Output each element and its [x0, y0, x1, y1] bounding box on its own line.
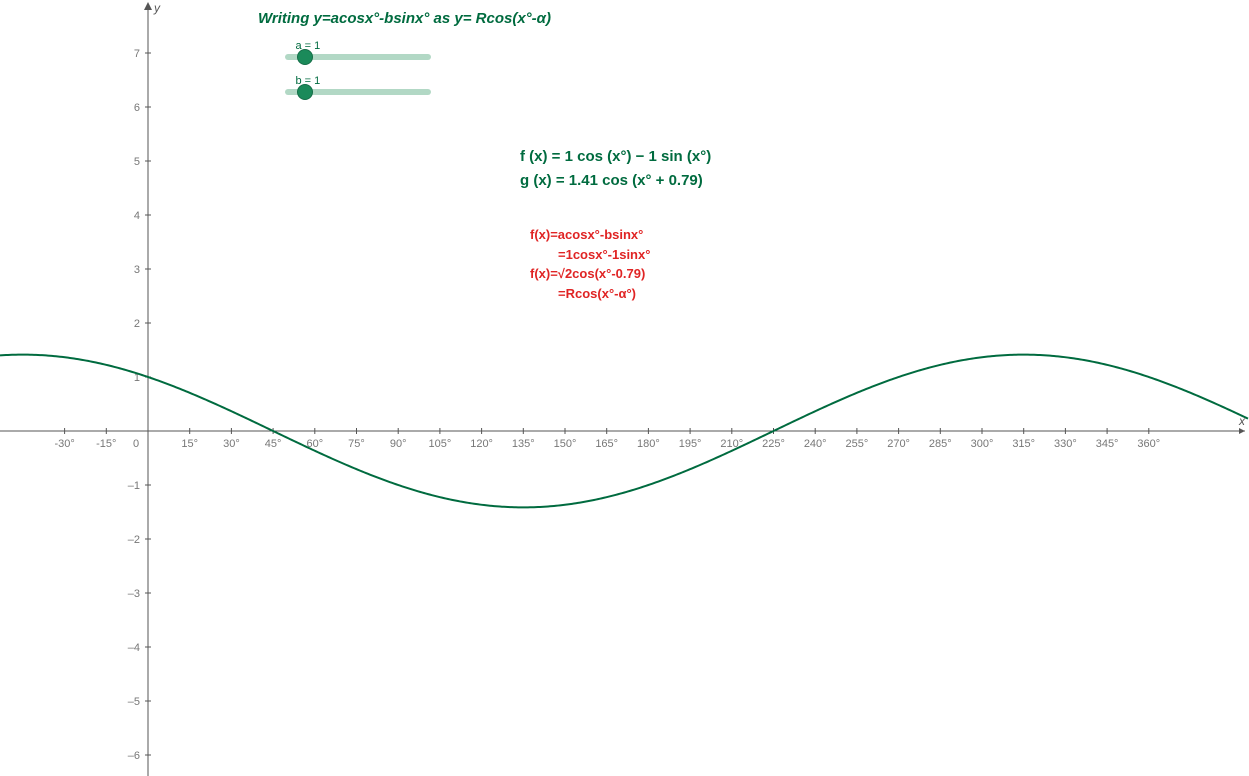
working-line3: f(x)=√2cos(x°-0.79) — [530, 264, 650, 284]
svg-text:-30°: -30° — [54, 438, 74, 450]
svg-text:2: 2 — [134, 318, 140, 330]
slider-b-thumb[interactable] — [297, 84, 313, 100]
svg-text:–3: –3 — [128, 588, 140, 600]
slider-b-track[interactable] — [285, 89, 431, 95]
svg-text:4: 4 — [134, 210, 140, 222]
svg-text:–5: –5 — [128, 696, 140, 708]
svg-text:75°: 75° — [348, 438, 365, 450]
formula-g: g (x) = 1.41 cos (x° + 0.79) — [520, 169, 711, 193]
slider-a[interactable]: a = 1 — [285, 40, 441, 60]
svg-text:285°: 285° — [929, 438, 952, 450]
svg-text:165°: 165° — [595, 438, 618, 450]
svg-text:270°: 270° — [887, 438, 910, 450]
working-line2: =1cosx°-1sinx° — [530, 245, 650, 265]
working-line1: f(x)=acosx°-bsinx° — [530, 225, 650, 245]
svg-text:6: 6 — [134, 102, 140, 114]
svg-text:0: 0 — [133, 438, 139, 450]
slider-b[interactable]: b = 1 — [285, 75, 441, 95]
svg-text:–2: –2 — [128, 534, 140, 546]
svg-text:225°: 225° — [762, 438, 785, 450]
svg-text:45°: 45° — [265, 438, 282, 450]
svg-text:30°: 30° — [223, 438, 240, 450]
svg-text:–4: –4 — [128, 642, 140, 654]
svg-text:5: 5 — [134, 156, 140, 168]
svg-text:150°: 150° — [554, 438, 577, 450]
svg-text:330°: 330° — [1054, 438, 1077, 450]
svg-text:7: 7 — [134, 48, 140, 60]
slider-a-track[interactable] — [285, 54, 431, 60]
svg-text:15°: 15° — [181, 438, 198, 450]
working-steps: f(x)=acosx°-bsinx° =1cosx°-1sinx° f(x)=√… — [530, 225, 650, 303]
graph-canvas: xy-30°-15°015°30°45°60°75°90°105°120°135… — [0, 0, 1249, 776]
svg-text:345°: 345° — [1096, 438, 1119, 450]
svg-text:210°: 210° — [720, 438, 743, 450]
chart-title: Writing y=acosx°-bsinx° as y= Rcos(x°-α) — [258, 10, 551, 27]
function-formulas: f (x) = 1 cos (x°) − 1 sin (x°) g (x) = … — [520, 145, 711, 193]
svg-text:3: 3 — [134, 264, 140, 276]
svg-text:255°: 255° — [846, 438, 869, 450]
plot-svg: xy-30°-15°015°30°45°60°75°90°105°120°135… — [0, 0, 1249, 776]
svg-text:-15°: -15° — [96, 438, 116, 450]
svg-text:240°: 240° — [804, 438, 827, 450]
svg-text:135°: 135° — [512, 438, 535, 450]
working-line4: =Rcos(x°-α°) — [530, 284, 650, 304]
svg-text:–1: –1 — [128, 480, 140, 492]
svg-text:120°: 120° — [470, 438, 493, 450]
svg-text:–6: –6 — [128, 750, 140, 762]
svg-text:y: y — [153, 1, 161, 15]
slider-a-thumb[interactable] — [297, 49, 313, 65]
svg-text:105°: 105° — [429, 438, 452, 450]
svg-text:90°: 90° — [390, 438, 407, 450]
formula-f: f (x) = 1 cos (x°) − 1 sin (x°) — [520, 145, 711, 169]
svg-text:300°: 300° — [971, 438, 994, 450]
svg-text:195°: 195° — [679, 438, 702, 450]
svg-text:180°: 180° — [637, 438, 660, 450]
svg-text:360°: 360° — [1137, 438, 1160, 450]
svg-text:315°: 315° — [1012, 438, 1035, 450]
